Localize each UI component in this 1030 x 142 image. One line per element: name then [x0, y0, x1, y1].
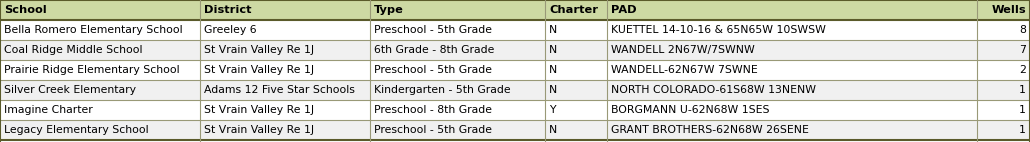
Bar	[607, 60, 977, 80]
Bar	[607, 120, 977, 140]
Bar	[545, 20, 607, 40]
Bar	[0, 80, 200, 100]
Bar	[545, 120, 607, 140]
Text: 1: 1	[1019, 125, 1026, 135]
Bar	[370, 40, 545, 60]
Text: Preschool - 5th Grade: Preschool - 5th Grade	[374, 125, 492, 135]
Bar	[607, 20, 977, 40]
Bar	[607, 80, 977, 100]
Bar	[545, 0, 607, 20]
Text: Bella Romero Elementary School: Bella Romero Elementary School	[4, 25, 182, 35]
Text: 2: 2	[1019, 65, 1026, 75]
Bar	[607, 100, 977, 120]
Text: WANDELL-62N67W 7SWNE: WANDELL-62N67W 7SWNE	[611, 65, 758, 75]
Bar	[607, 40, 977, 60]
Text: Type: Type	[374, 5, 404, 15]
Text: PAD: PAD	[611, 5, 637, 15]
Bar	[200, 60, 370, 80]
Text: School: School	[4, 5, 46, 15]
Text: 1: 1	[1019, 105, 1026, 115]
Bar	[200, 100, 370, 120]
Text: Silver Creek Elementary: Silver Creek Elementary	[4, 85, 136, 95]
Bar	[607, 0, 977, 20]
Text: Y: Y	[549, 105, 555, 115]
Text: Prairie Ridge Elementary School: Prairie Ridge Elementary School	[4, 65, 179, 75]
Text: 7: 7	[1019, 45, 1026, 55]
Bar	[977, 60, 1030, 80]
Text: Greeley 6: Greeley 6	[204, 25, 256, 35]
Text: Preschool - 8th Grade: Preschool - 8th Grade	[374, 105, 492, 115]
Text: St Vrain Valley Re 1J: St Vrain Valley Re 1J	[204, 65, 314, 75]
Bar	[370, 80, 545, 100]
Bar	[200, 0, 370, 20]
Bar	[0, 100, 200, 120]
Text: KUETTEL 14-10-16 & 65N65W 10SWSW: KUETTEL 14-10-16 & 65N65W 10SWSW	[611, 25, 826, 35]
Text: Coal Ridge Middle School: Coal Ridge Middle School	[4, 45, 142, 55]
Text: Legacy Elementary School: Legacy Elementary School	[4, 125, 148, 135]
Bar	[977, 40, 1030, 60]
Text: St Vrain Valley Re 1J: St Vrain Valley Re 1J	[204, 45, 314, 55]
Bar	[370, 120, 545, 140]
Bar	[977, 80, 1030, 100]
Bar	[0, 0, 200, 20]
Text: N: N	[549, 85, 557, 95]
Text: BORGMANN U-62N68W 1SES: BORGMANN U-62N68W 1SES	[611, 105, 769, 115]
Text: N: N	[549, 125, 557, 135]
Text: Imagine Charter: Imagine Charter	[4, 105, 93, 115]
Text: St Vrain Valley Re 1J: St Vrain Valley Re 1J	[204, 105, 314, 115]
Text: WANDELL 2N67W/7SWNW: WANDELL 2N67W/7SWNW	[611, 45, 755, 55]
Text: Adams 12 Five Star Schools: Adams 12 Five Star Schools	[204, 85, 355, 95]
Bar	[370, 20, 545, 40]
Bar	[545, 80, 607, 100]
Bar	[0, 120, 200, 140]
Text: N: N	[549, 65, 557, 75]
Bar	[0, 60, 200, 80]
Text: Kindergarten - 5th Grade: Kindergarten - 5th Grade	[374, 85, 511, 95]
Bar	[977, 0, 1030, 20]
Bar	[545, 40, 607, 60]
Bar	[200, 40, 370, 60]
Bar	[0, 40, 200, 60]
Bar	[545, 100, 607, 120]
Text: District: District	[204, 5, 251, 15]
Bar	[545, 60, 607, 80]
Bar	[370, 60, 545, 80]
Bar	[977, 20, 1030, 40]
Text: Wells: Wells	[991, 5, 1026, 15]
Text: 8: 8	[1019, 25, 1026, 35]
Text: N: N	[549, 45, 557, 55]
Bar	[200, 120, 370, 140]
Text: N: N	[549, 25, 557, 35]
Bar	[977, 120, 1030, 140]
Text: 1: 1	[1019, 85, 1026, 95]
Bar	[0, 20, 200, 40]
Text: GRANT BROTHERS-62N68W 26SENE: GRANT BROTHERS-62N68W 26SENE	[611, 125, 809, 135]
Text: Preschool - 5th Grade: Preschool - 5th Grade	[374, 25, 492, 35]
Bar	[370, 0, 545, 20]
Text: Charter: Charter	[549, 5, 598, 15]
Text: St Vrain Valley Re 1J: St Vrain Valley Re 1J	[204, 125, 314, 135]
Bar	[370, 100, 545, 120]
Bar	[977, 100, 1030, 120]
Bar	[200, 20, 370, 40]
Text: Preschool - 5th Grade: Preschool - 5th Grade	[374, 65, 492, 75]
Text: 6th Grade - 8th Grade: 6th Grade - 8th Grade	[374, 45, 494, 55]
Bar	[200, 80, 370, 100]
Text: NORTH COLORADO-61S68W 13NENW: NORTH COLORADO-61S68W 13NENW	[611, 85, 816, 95]
